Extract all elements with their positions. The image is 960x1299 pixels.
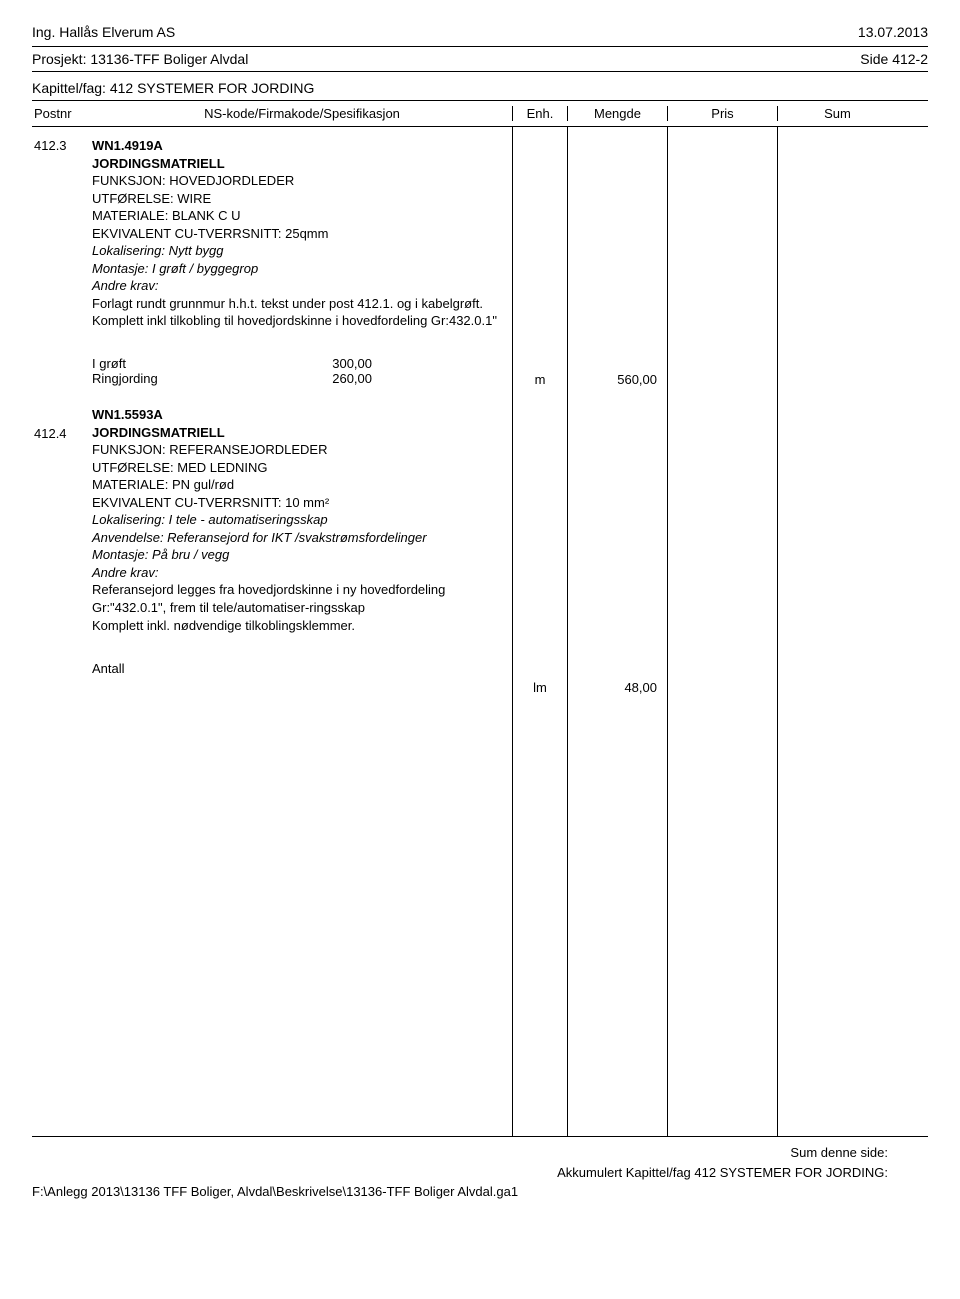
item2-italic0: Lokalisering: I tele - automatiseringssk…	[92, 511, 502, 529]
postnr-1: 412.3	[34, 137, 92, 155]
page: Ing. Hallås Elverum AS 13.07.2013 Prosje…	[0, 0, 960, 1223]
col-spec-header: NS-kode/Firmakode/Spesifikasjon	[92, 106, 512, 121]
item2-italic1: Anvendelse: Referansejord for IKT /svaks…	[92, 529, 502, 547]
postnr-column: 412.3 412.4	[32, 127, 92, 1136]
subrow1-label: Ringjording	[92, 371, 158, 386]
qty-2: 48,00	[568, 679, 667, 697]
col-postnr-header: Postnr	[32, 106, 92, 121]
item2-italic2: Montasje: På bru / vegg	[92, 546, 502, 564]
mengde-column: 560,00 48,00	[567, 127, 667, 1136]
spec-item-2: WN1.5593A JORDINGSMATRIELL FUNKSJON: REF…	[92, 406, 502, 634]
project-row: Prosjekt: 13136-TFF Boliger Alvdal Side …	[32, 46, 928, 72]
subrow0-value: 300,00	[332, 356, 372, 371]
item2-qty-label: Antall	[92, 660, 502, 678]
col-mengde-header: Mengde	[567, 106, 667, 121]
item2-title: JORDINGSMATRIELL	[92, 425, 225, 440]
item1-line1: UTFØRELSE: WIRE	[92, 190, 502, 208]
col-enh-header: Enh.	[512, 106, 567, 121]
unit-1: m	[513, 371, 567, 389]
header-row: Ing. Hallås Elverum AS 13.07.2013	[32, 24, 928, 40]
subrow0-label: I grøft	[92, 356, 126, 371]
item2-line2: MATERIALE: PN gul/rød	[92, 476, 502, 494]
chapter-label: Kapittel/fag: 412 SYSTEMER FOR JORDING	[32, 80, 314, 96]
spec-item-1: WN1.4919A JORDINGSMATRIELL FUNKSJON: HOV…	[92, 137, 502, 330]
subrow-0: I grøft 300,00	[92, 356, 372, 371]
page-number: Side 412-2	[860, 51, 928, 67]
subrow1-value: 260,00	[332, 371, 372, 386]
item1-subrows: I grøft 300,00 Ringjording 260,00	[92, 356, 502, 386]
footer: Sum denne side: Akkumulert Kapittel/fag …	[32, 1137, 928, 1182]
unit-2: lm	[513, 679, 567, 697]
qty-1: 560,00	[568, 371, 667, 389]
pris-column	[667, 127, 777, 1136]
item1-desc: Forlagt rundt grunnmur h.h.t. tekst unde…	[92, 295, 502, 330]
item1-line2: MATERIALE: BLANK C U	[92, 207, 502, 225]
subrow-1: Ringjording 260,00	[92, 371, 372, 386]
sum-column	[777, 127, 897, 1136]
postnr-2: 412.4	[34, 425, 92, 443]
item1-code: WN1.4919A	[92, 138, 163, 153]
sum-line: Sum denne side:	[32, 1143, 888, 1163]
item1-italic1: Montasje: I grøft / byggegrop	[92, 260, 502, 278]
item2-code: WN1.5593A	[92, 407, 163, 422]
item1-line3: EKVIVALENT CU-TVERRSNITT: 25qmm	[92, 225, 502, 243]
enh-column: m lm	[512, 127, 567, 1136]
table-body: 412.3 412.4 WN1.4919A JORDINGSMATRIELL F…	[32, 127, 928, 1137]
report-date: 13.07.2013	[858, 24, 928, 40]
item2-italic3: Andre krav:	[92, 564, 502, 582]
item1-line0: FUNKSJON: HOVEDJORDLEDER	[92, 172, 502, 190]
item2-desc: Referansejord legges fra hovedjordskinne…	[92, 581, 502, 634]
spec-column: WN1.4919A JORDINGSMATRIELL FUNKSJON: HOV…	[92, 127, 512, 1136]
chapter-row: Kapittel/fag: 412 SYSTEMER FOR JORDING	[32, 76, 928, 101]
item1-title: JORDINGSMATRIELL	[92, 156, 225, 171]
col-pris-header: Pris	[667, 106, 777, 121]
project-label: Prosjekt: 13136-TFF Boliger Alvdal	[32, 51, 248, 67]
item2-line3: EKVIVALENT CU-TVERRSNITT: 10 mm²	[92, 494, 502, 512]
acc-line: Akkumulert Kapittel/fag 412 SYSTEMER FOR…	[32, 1163, 888, 1183]
company-name: Ing. Hallås Elverum AS	[32, 24, 175, 40]
filepath: F:\Anlegg 2013\13136 TFF Boliger, Alvdal…	[32, 1182, 928, 1199]
col-sum-header: Sum	[777, 106, 897, 121]
table-header: Postnr NS-kode/Firmakode/Spesifikasjon E…	[32, 101, 928, 127]
item2-line1: UTFØRELSE: MED LEDNING	[92, 459, 502, 477]
item2-line0: FUNKSJON: REFERANSEJORDLEDER	[92, 441, 502, 459]
item1-italic0: Lokalisering: Nytt bygg	[92, 242, 502, 260]
item1-italic2: Andre krav:	[92, 277, 502, 295]
